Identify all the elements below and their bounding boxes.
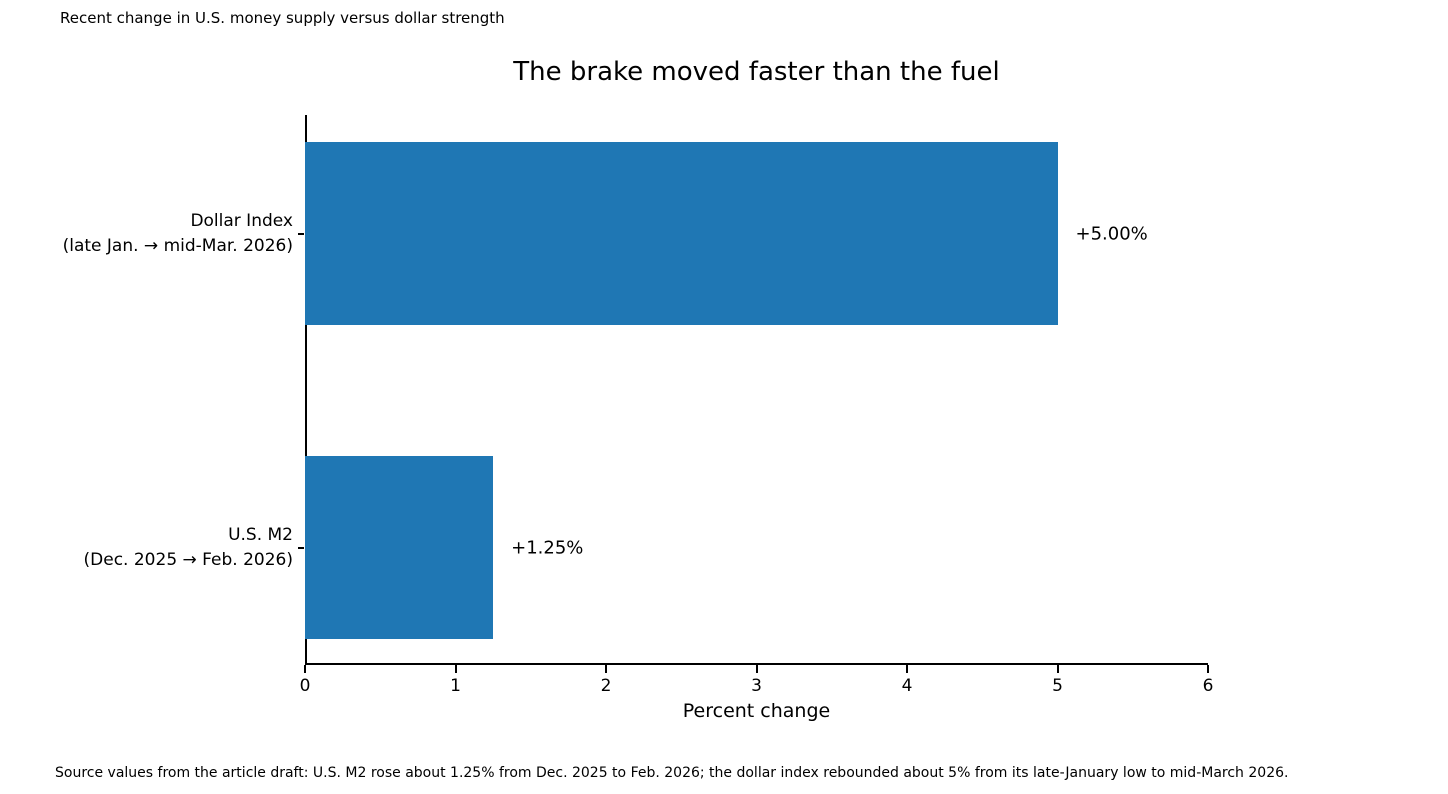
- x-tick-label-5: 5: [1052, 676, 1063, 696]
- x-tick-label-3: 3: [751, 676, 762, 696]
- bar-value-label-1: +1.25%: [511, 537, 584, 559]
- y-tick-label-0: Dollar Index (late Jan. → mid-Mar. 2026): [63, 209, 293, 259]
- bar-1: [305, 456, 494, 640]
- x-tick-label-4: 4: [901, 676, 913, 696]
- x-tick-mark-3: [755, 665, 758, 673]
- x-tick-label-0: 0: [299, 676, 311, 696]
- chart-title: The brake moved faster than the fuel: [513, 57, 1000, 87]
- bar-value-label-0: +5.00%: [1075, 223, 1148, 245]
- y-tick-label-line: Dollar Index: [190, 210, 293, 231]
- x-tick-mark-2: [605, 665, 607, 673]
- y-tick-label-line: (late Jan. → mid-Mar. 2026): [62, 235, 293, 256]
- y-tick-label-1: U.S. M2 (Dec. 2025 → Feb. 2026): [84, 523, 293, 573]
- x-tick-mark-1: [454, 665, 457, 673]
- x-tick-mark-5: [1056, 665, 1059, 673]
- y-tick-label-line: U.S. M2: [228, 524, 293, 545]
- x-tick-label-2: 2: [600, 676, 612, 696]
- y-tick-mark-0: [298, 232, 304, 235]
- x-tick-mark-4: [906, 665, 908, 673]
- x-tick-mark-0: [304, 665, 306, 673]
- bar-0: [305, 142, 1058, 326]
- x-axis-label: Percent change: [682, 700, 831, 722]
- x-tick-label-6: 6: [1202, 676, 1214, 696]
- y-tick-label-line: (Dec. 2025 → Feb. 2026): [83, 549, 293, 570]
- x-tick-label-1: 1: [450, 676, 461, 696]
- source-note: Source values from the article draft: U.…: [55, 765, 1289, 781]
- x-tick-mark-6: [1207, 665, 1209, 673]
- y-tick-mark-1: [298, 546, 304, 549]
- figure-note: Recent change in U.S. money supply versu…: [60, 9, 505, 27]
- plot-area: [305, 115, 1208, 665]
